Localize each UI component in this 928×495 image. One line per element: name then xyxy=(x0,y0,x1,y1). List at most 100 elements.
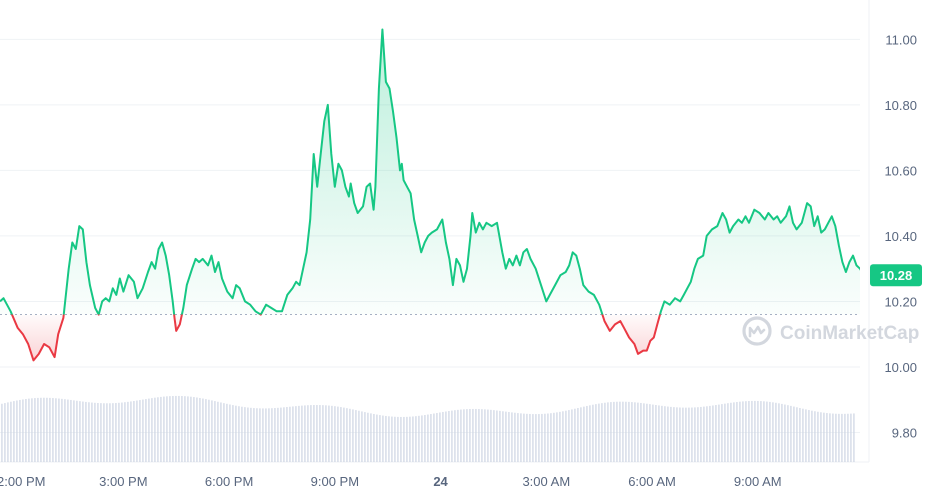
volume-bar xyxy=(550,413,552,462)
volume-bar xyxy=(706,406,708,462)
volume-bar xyxy=(784,404,786,462)
volume-bar xyxy=(406,416,408,462)
y-tick-label: 10.20 xyxy=(884,294,917,309)
volume-bar xyxy=(244,407,246,462)
volume-bar xyxy=(190,396,192,462)
volume-bar xyxy=(418,415,420,462)
volume-bar xyxy=(493,410,495,462)
volume-bar xyxy=(58,398,60,462)
volume-bar xyxy=(739,401,741,462)
volume-bar xyxy=(37,397,39,462)
volume-bar xyxy=(466,409,468,462)
volume-bar xyxy=(436,413,438,462)
volume-bar xyxy=(556,412,558,462)
volume-bar xyxy=(778,403,780,462)
volume-bar xyxy=(109,403,111,462)
volume-bar xyxy=(361,411,363,462)
volume-bar xyxy=(505,411,507,462)
volume-bar xyxy=(304,405,306,462)
current-price-tag: 10.28 xyxy=(870,264,922,287)
volume-bar xyxy=(766,401,768,462)
volume-bar xyxy=(751,400,753,462)
volume-bar xyxy=(133,401,135,462)
volume-bar xyxy=(319,405,321,462)
volume-bar xyxy=(667,406,669,462)
volume-bar xyxy=(91,402,93,462)
volume-bar xyxy=(106,403,108,462)
volume-bar xyxy=(217,401,219,462)
volume-bar xyxy=(193,397,195,462)
volume-bar xyxy=(310,405,312,462)
volume-bar xyxy=(682,407,684,462)
volume-bar xyxy=(514,412,516,462)
x-tick-label: 9:00 AM xyxy=(734,474,782,489)
volume-bar xyxy=(850,413,852,462)
volume-bar xyxy=(610,402,612,462)
watermark-brand: CoinMarketCap xyxy=(780,323,919,344)
volume-bar xyxy=(157,397,159,462)
volume-bar xyxy=(358,410,360,462)
volume-bar xyxy=(646,403,648,462)
volume-bar xyxy=(526,413,528,462)
volume-bar xyxy=(652,404,654,462)
volume-bar xyxy=(688,407,690,462)
volume-bar xyxy=(28,398,30,462)
volume-bar xyxy=(343,407,345,462)
volume-bar xyxy=(88,402,90,462)
volume-bar xyxy=(268,408,270,462)
volume-bar xyxy=(586,405,588,462)
volume-bar xyxy=(265,408,267,462)
volume-bar xyxy=(187,396,189,462)
volume-bar xyxy=(580,407,582,462)
y-tick-label: 11.00 xyxy=(885,32,917,47)
volume-bar xyxy=(799,407,801,462)
volume-bar xyxy=(286,407,288,462)
volume-bar xyxy=(553,412,555,462)
volume-bar xyxy=(79,401,81,462)
volume-bar xyxy=(52,398,54,462)
volume-bar xyxy=(283,407,285,462)
volume-bar xyxy=(544,413,546,462)
volume-bar xyxy=(535,414,537,462)
volume-bar xyxy=(496,410,498,462)
volume-bar xyxy=(748,401,750,462)
volume-bar xyxy=(808,410,810,462)
volume-bar xyxy=(172,395,174,462)
volume-bar xyxy=(379,415,381,462)
x-tick-label: 6:00 PM xyxy=(205,474,253,489)
volume-bar xyxy=(142,399,144,462)
volume-bar xyxy=(742,401,744,462)
volume-bar xyxy=(517,413,519,462)
volume-bar xyxy=(247,407,249,462)
watermark: CoinMarketCap xyxy=(742,316,919,346)
volume-bar xyxy=(718,404,720,462)
volume-bar xyxy=(370,413,372,462)
volume-bar xyxy=(703,406,705,462)
volume-bar xyxy=(760,401,762,462)
volume-bar xyxy=(559,411,561,462)
volume-bar xyxy=(76,400,78,462)
volume-bar xyxy=(547,413,549,462)
volume-bar xyxy=(208,399,210,462)
volume-bar xyxy=(337,406,339,462)
volume-bar xyxy=(394,416,396,462)
volume-bar xyxy=(700,406,702,462)
volume-bar xyxy=(391,416,393,462)
volume-bar xyxy=(796,407,798,462)
volume-bar xyxy=(679,407,681,462)
x-tick-label: 3:00 PM xyxy=(99,474,147,489)
volume-bar xyxy=(565,410,567,462)
volume-bar xyxy=(823,412,825,462)
volume-bar xyxy=(214,401,216,462)
volume-bar xyxy=(457,409,459,462)
volume-bar xyxy=(475,408,477,462)
volume-bar xyxy=(121,402,123,462)
volume-bar xyxy=(349,408,351,462)
volume-bar xyxy=(259,408,261,462)
volume-bar xyxy=(295,406,297,462)
volume-bar xyxy=(85,401,87,462)
y-tick-label: 10.80 xyxy=(884,98,917,113)
volume-bar xyxy=(634,402,636,462)
volume-bar xyxy=(745,401,747,462)
volume-bar xyxy=(793,406,795,462)
